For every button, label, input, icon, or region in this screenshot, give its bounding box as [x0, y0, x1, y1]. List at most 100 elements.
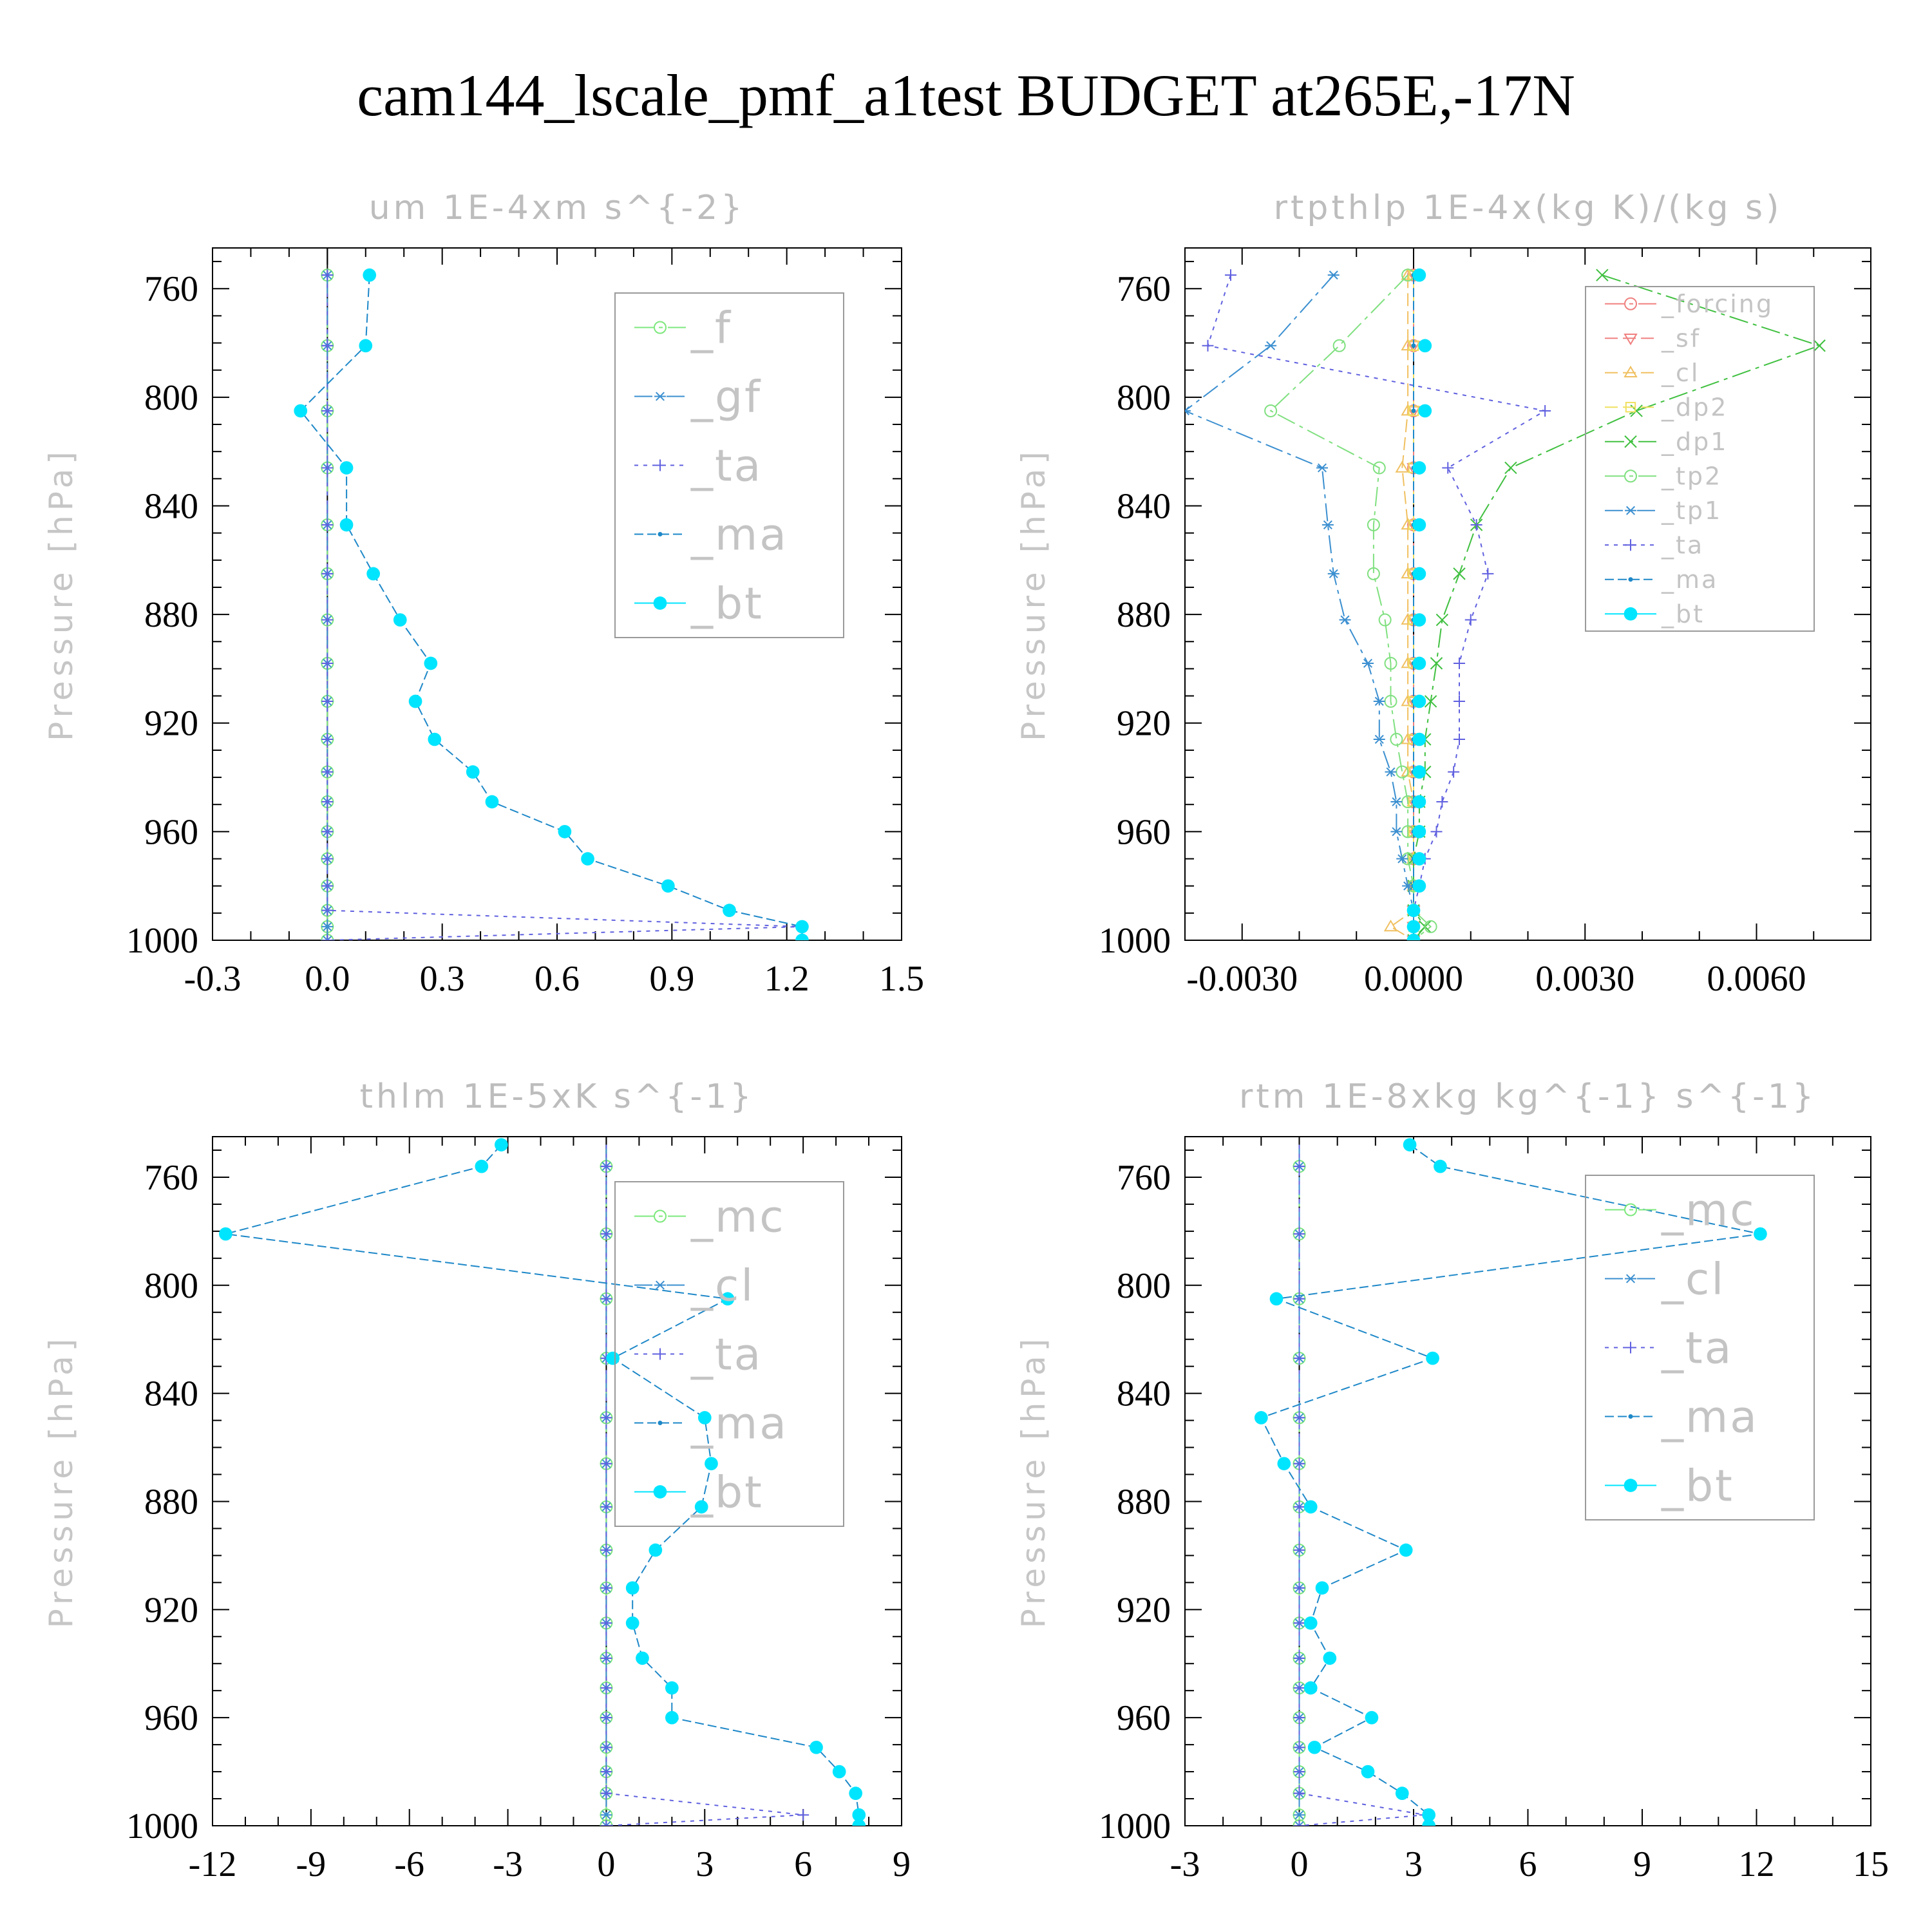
- y-axis-label: Pressure [hPa]: [1015, 1334, 1052, 1629]
- y-tick-label: 1000: [1099, 1806, 1171, 1846]
- x-tick-label: 9: [893, 1844, 911, 1884]
- data-point: [321, 934, 334, 940]
- legend-label: _gf: [690, 372, 762, 422]
- data-point: [1293, 1766, 1305, 1778]
- y-tick-label: 800: [1117, 378, 1171, 418]
- x-tick-label: 1.2: [764, 959, 810, 999]
- y-tick-label: 960: [1117, 1698, 1171, 1738]
- legend-item: _ta: [634, 1329, 762, 1380]
- legend-item: _sf: [1605, 325, 1699, 353]
- data-point: [661, 879, 675, 893]
- legend-label: _cl: [690, 1260, 755, 1311]
- data-point: [1332, 339, 1346, 352]
- data-point: [1293, 1228, 1305, 1240]
- data-point: [1390, 733, 1403, 746]
- data-point: [1401, 764, 1415, 777]
- data-point: [1185, 406, 1191, 415]
- data-point: [1293, 1160, 1305, 1173]
- figure-title: cam144_lscale_pmf_a1test BUDGET at265E,-…: [357, 62, 1575, 128]
- legend-label: _tp1: [1661, 497, 1722, 525]
- legend-label: _ta: [690, 1329, 762, 1380]
- legend-item: _bt: [1605, 600, 1703, 629]
- data-point: [408, 694, 422, 708]
- legend-item: _forcing: [1605, 290, 1772, 318]
- series-tp2: [1264, 269, 1437, 940]
- data-point: [1442, 462, 1454, 474]
- legend-item: _bt: [1605, 1461, 1732, 1511]
- legend-item: _cl: [1605, 359, 1698, 387]
- data-point: [495, 1138, 508, 1151]
- legend-item: _cl: [1605, 1254, 1723, 1305]
- data-point: [321, 696, 334, 708]
- data-point: [665, 1681, 679, 1695]
- x-tick-label: 3: [696, 1844, 714, 1884]
- data-point: [1412, 879, 1426, 893]
- data-point: [600, 1682, 612, 1694]
- x-tick-label: 0.6: [535, 959, 580, 999]
- legend-item: _ma: [634, 1398, 788, 1449]
- legend-label: _ma: [1661, 1392, 1759, 1443]
- legend-label: _ma: [690, 1398, 788, 1449]
- series-dp1: [1407, 269, 1826, 940]
- data-point: [1293, 1787, 1305, 1799]
- legend-item: _dp1: [1605, 428, 1726, 456]
- data-point: [219, 1227, 232, 1241]
- legend-item: _cl: [634, 1260, 755, 1311]
- data-point: [1225, 269, 1236, 281]
- y-tick-label: 880: [1117, 595, 1171, 635]
- data-point: [1422, 1808, 1436, 1822]
- y-tick-label: 760: [144, 1158, 198, 1198]
- data-point: [1383, 919, 1398, 932]
- data-point: [600, 1820, 612, 1826]
- legend-label: _ta: [1661, 531, 1704, 560]
- x-tick-label: 15: [1853, 1844, 1889, 1884]
- data-point: [1412, 825, 1426, 838]
- y-axis-label: Pressure [hPa]: [43, 1334, 80, 1629]
- data-point: [321, 614, 334, 626]
- data-point: [600, 1712, 612, 1724]
- panel-title: rtpthlp 1E-4x(kg K)/(kg s): [1274, 189, 1783, 227]
- data-point: [1390, 827, 1403, 837]
- data-point: [1418, 339, 1432, 353]
- data-point: [339, 518, 354, 532]
- data-point: [1401, 612, 1415, 625]
- series-line: [1413, 274, 1822, 940]
- data-point: [1504, 461, 1517, 475]
- legend-item: _mc: [634, 1191, 786, 1242]
- data-point: [428, 732, 442, 746]
- data-point: [1293, 1652, 1305, 1664]
- legend-label: _mc: [690, 1191, 786, 1242]
- legend: _forcing _sf _cl _dp2 _dp1 _tp2 _tp1 _ta _ma _bt: [1585, 286, 1815, 632]
- data-point: [1327, 270, 1340, 280]
- data-point: [849, 1786, 863, 1800]
- data-point: [1293, 1457, 1305, 1470]
- data-point: [321, 766, 334, 778]
- data-point: [1430, 657, 1443, 670]
- legend-label: _dp2: [1661, 393, 1728, 422]
- x-tick-label: 0.0000: [1364, 959, 1463, 999]
- data-point: [321, 519, 334, 531]
- x-tick-label: -0.3: [184, 959, 242, 999]
- data-point: [339, 461, 354, 475]
- legend: _mc _cl _ta _ma _bt: [1585, 1175, 1815, 1520]
- data-point: [1412, 613, 1426, 627]
- y-tick-label: 920: [1117, 704, 1171, 744]
- data-point: [797, 1809, 810, 1821]
- series-bt: [1406, 268, 1432, 940]
- legend-item: _tp1: [1605, 497, 1722, 525]
- y-tick-label: 880: [1117, 1482, 1171, 1522]
- data-point: [600, 1766, 612, 1778]
- panel-title: um 1E-4xm s^{-2}: [369, 189, 746, 227]
- x-tick-label: 1.5: [879, 959, 924, 999]
- plot-frame: [1184, 247, 1871, 941]
- series-line: [1269, 274, 1432, 940]
- x-tick-label: -9: [296, 1844, 327, 1884]
- data-point: [1293, 1293, 1305, 1305]
- data-point: [1293, 1501, 1305, 1513]
- y-tick-label: 960: [144, 812, 198, 852]
- data-point: [1412, 268, 1426, 282]
- data-point: [795, 920, 809, 934]
- data-point: [1412, 461, 1426, 475]
- data-point: [1303, 1616, 1318, 1630]
- data-point: [1367, 567, 1380, 580]
